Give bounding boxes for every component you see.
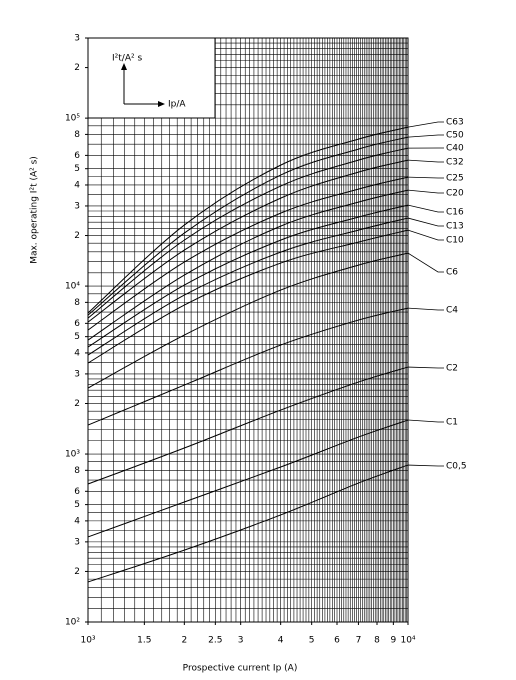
y-tick-label: 8	[74, 466, 80, 476]
curve	[87, 147, 409, 319]
inset-y-label: I²t/A² s	[112, 54, 142, 64]
series-label: C4	[446, 306, 458, 316]
y-tick-label: 5	[74, 164, 80, 174]
curve	[87, 136, 409, 316]
series-label: C40	[446, 144, 464, 154]
leader-line	[407, 189, 444, 194]
y-tick-label: 6	[74, 319, 80, 329]
y-tick-label: 2	[74, 567, 80, 577]
y-tick-label: 4	[74, 516, 80, 526]
series-label: C20	[446, 189, 464, 199]
curve	[87, 126, 409, 314]
series-label: C2	[446, 364, 458, 374]
curve	[87, 176, 409, 331]
series-label: C63	[446, 118, 464, 128]
leader-line	[407, 229, 444, 241]
x-axis-title: Prospective current Ip (A)	[183, 664, 298, 674]
leader-line	[407, 366, 444, 369]
curve	[87, 464, 409, 583]
y-tick-label: 4	[74, 180, 80, 190]
x-tick-label: 10⁴	[400, 636, 415, 646]
x-tick-label: 5	[309, 636, 315, 646]
series-label: C13	[446, 222, 464, 232]
leader-line	[407, 134, 444, 138]
curve	[87, 159, 409, 323]
x-tick-label: 10³	[80, 636, 95, 646]
x-tick-label: 1.5	[137, 636, 151, 646]
curve	[87, 366, 409, 485]
leader-line	[407, 252, 444, 273]
curve	[87, 419, 409, 538]
x-tick-label: 8	[374, 636, 380, 646]
y-tick-label: 8	[74, 298, 80, 308]
x-tick-label: 3	[238, 636, 244, 646]
leader-line	[407, 419, 444, 423]
series-label: C16	[446, 208, 464, 218]
y-tick-label: 3	[74, 201, 80, 211]
x-tick-label: 6	[334, 636, 340, 646]
y-tick-label: 10²	[65, 618, 80, 628]
y-tick-label: 2	[74, 231, 80, 241]
inset-arrow-x-head	[158, 101, 165, 107]
curve	[87, 252, 409, 389]
inset-arrow-y-head	[121, 63, 127, 70]
curve	[87, 307, 409, 426]
y-tick-label: 2	[74, 63, 80, 73]
leader-line	[407, 204, 444, 213]
y-tick-label: 3	[74, 369, 80, 379]
y-tick-label: 6	[74, 487, 80, 497]
leader-line	[407, 217, 444, 227]
y-tick-label: 10⁵	[65, 114, 80, 124]
x-tick-label: 4	[278, 636, 284, 646]
curve	[87, 204, 409, 348]
series-label: C25	[446, 174, 464, 184]
x-tick-label: 9	[390, 636, 396, 646]
curve	[87, 189, 409, 341]
y-tick-label: 4	[74, 348, 80, 358]
series-label: C50	[446, 131, 464, 141]
curve	[87, 217, 409, 356]
series-label: C0,5	[446, 462, 467, 472]
series-label: C6	[446, 268, 458, 278]
y-tick-label: 10³	[65, 450, 80, 460]
leader-line	[407, 307, 444, 311]
y-tick-label: 3	[74, 537, 80, 547]
x-tick-label: 2.5	[208, 636, 222, 646]
leader-line	[407, 464, 444, 467]
y-tick-label: 5	[74, 500, 80, 510]
leader-line	[407, 159, 444, 163]
inset-x-label: Ip/A	[168, 100, 186, 110]
leader-line	[407, 176, 444, 179]
y-tick-label: 3	[74, 34, 80, 44]
inset-box	[87, 37, 216, 119]
curve	[87, 229, 409, 364]
x-tick-label: 7	[356, 636, 362, 646]
x-tick-label: 2	[181, 636, 187, 646]
y-tick-label: 10⁴	[65, 282, 80, 292]
series-label: C1	[446, 418, 458, 428]
y-tick-label: 5	[74, 332, 80, 342]
y-tick-label: 2	[74, 399, 80, 409]
y-tick-label: 8	[74, 130, 80, 140]
series-label: C10	[446, 236, 464, 246]
y-tick-label: 6	[74, 151, 80, 161]
series-label: C32	[446, 158, 464, 168]
leader-line	[407, 121, 444, 128]
y-axis-title: Max. operating I²t (A² s)	[30, 156, 40, 264]
